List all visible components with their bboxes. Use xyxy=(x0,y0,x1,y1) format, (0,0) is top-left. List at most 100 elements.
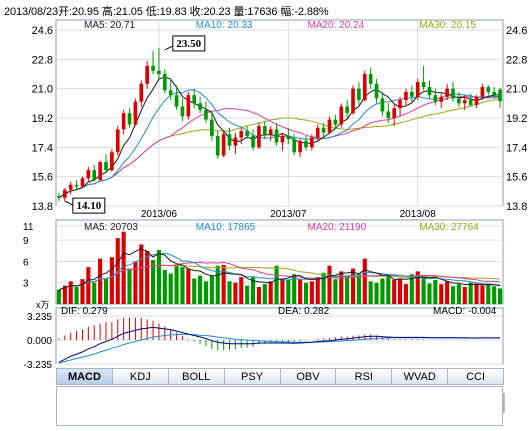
candle-body xyxy=(268,129,273,135)
price-legend-ma10: MA10: 20.33 xyxy=(196,20,253,31)
candle-body xyxy=(398,100,402,109)
volume-bar xyxy=(415,271,420,304)
volume-bar xyxy=(233,282,238,304)
volume-bar xyxy=(221,265,226,304)
volume-bar xyxy=(227,281,232,304)
volume-bar xyxy=(80,279,85,304)
volume-bar xyxy=(350,268,356,304)
candle-body xyxy=(280,135,285,143)
tab-kdj[interactable]: KDJ xyxy=(111,368,169,385)
tab-rsi[interactable]: RSI xyxy=(335,368,393,385)
candle-body xyxy=(368,74,373,84)
volume-bar xyxy=(292,274,297,304)
volume-legend-ma30: MA30: 27764 xyxy=(419,222,479,233)
volume-bar xyxy=(303,282,309,304)
candle-body xyxy=(57,196,61,198)
candle-body xyxy=(86,170,91,179)
low-value: 19.83 xyxy=(159,6,187,18)
candle-body xyxy=(374,83,379,99)
candle-body xyxy=(127,113,132,125)
volume-legend-ma20: MA20: 21190 xyxy=(308,222,367,233)
volume-bar xyxy=(298,279,303,304)
candle-body xyxy=(174,95,179,107)
candle-body xyxy=(204,109,208,120)
volume-legend-ma10: MA10: 17865 xyxy=(196,222,256,233)
volume-bar xyxy=(74,286,79,304)
tab-macd[interactable]: MACD xyxy=(56,368,113,385)
candle-body xyxy=(339,106,344,125)
high-value: 21.05 xyxy=(115,6,143,18)
candle-body xyxy=(345,106,349,114)
volume-bar xyxy=(168,273,173,304)
price-legend-ma20: MA20: 20.24 xyxy=(308,20,365,31)
volume-tick: 11 xyxy=(23,222,34,233)
candle-body xyxy=(333,119,338,125)
volume-bar xyxy=(262,284,267,304)
volume-bar xyxy=(356,274,361,304)
candle-body xyxy=(239,131,244,138)
volume-bar xyxy=(186,268,191,304)
price-tick-right: 19.2 xyxy=(506,113,527,125)
volume-bar xyxy=(145,250,150,304)
price-tick-left: 24.6 xyxy=(32,25,53,37)
volume-bar xyxy=(486,284,491,304)
volume-bar xyxy=(109,257,114,304)
volume-bar xyxy=(462,286,467,304)
macd-tick: 3.235 xyxy=(27,312,52,323)
volume-bar xyxy=(86,267,91,304)
price-tick-left: 13.8 xyxy=(32,201,53,213)
open-label: 开: xyxy=(58,6,72,18)
tab-boll[interactable]: BOLL xyxy=(167,368,225,385)
candle-body xyxy=(274,129,279,143)
volume-bar xyxy=(139,244,144,304)
candle-body xyxy=(410,91,414,97)
candle-body xyxy=(180,106,185,117)
volume-ma5-line xyxy=(58,248,501,291)
candle-body xyxy=(139,83,144,102)
candle-body xyxy=(262,126,267,135)
price-tick-right: 21.0 xyxy=(506,84,527,96)
volume-unit: x万 xyxy=(36,300,50,310)
volume-bar xyxy=(445,281,450,304)
candle-body xyxy=(162,74,167,91)
candle-body xyxy=(480,87,485,97)
volume-ma20-line xyxy=(58,261,501,291)
volume-bar xyxy=(174,265,179,304)
candle-body xyxy=(62,189,67,198)
indicator-tabs: MACD KDJ BOLL PSY OBV RSI WVAD CCI xyxy=(56,368,504,385)
tab-cci[interactable]: CCI xyxy=(447,368,504,385)
candle-body xyxy=(215,135,220,156)
close-value: 20.23 xyxy=(203,6,231,18)
volume-bar xyxy=(162,269,167,304)
volume-bar xyxy=(98,258,103,304)
volume-bar xyxy=(309,281,314,304)
candle-body xyxy=(68,184,73,190)
candle-body xyxy=(427,87,432,96)
volume-bar xyxy=(421,277,426,304)
tab-wvad[interactable]: WVAD xyxy=(391,368,449,385)
candle-body xyxy=(251,135,255,148)
candle-body xyxy=(362,74,367,101)
tab-obv[interactable]: OBV xyxy=(279,368,337,385)
volume-bar xyxy=(62,285,67,304)
volume-bar xyxy=(468,282,473,304)
candle-body xyxy=(451,88,455,99)
volume-bar xyxy=(256,286,261,304)
close-label: 收: xyxy=(189,6,204,18)
volume-legend-ma5: MA5: 20703 xyxy=(84,222,138,233)
price-tick-left: 19.2 xyxy=(32,113,53,125)
range-navigator[interactable] xyxy=(56,386,503,426)
volume-bar xyxy=(315,277,320,304)
volume-bar xyxy=(92,282,97,304)
candle-body xyxy=(351,88,355,114)
ma20-line xyxy=(58,95,501,199)
candle-body xyxy=(192,95,197,104)
tab-psy[interactable]: PSY xyxy=(223,368,281,385)
ma5-line xyxy=(58,76,501,199)
candle-body xyxy=(310,137,314,148)
candle-body xyxy=(104,162,108,171)
candle-body xyxy=(445,88,449,97)
volume-bar xyxy=(68,281,73,304)
candle-body xyxy=(98,162,102,180)
